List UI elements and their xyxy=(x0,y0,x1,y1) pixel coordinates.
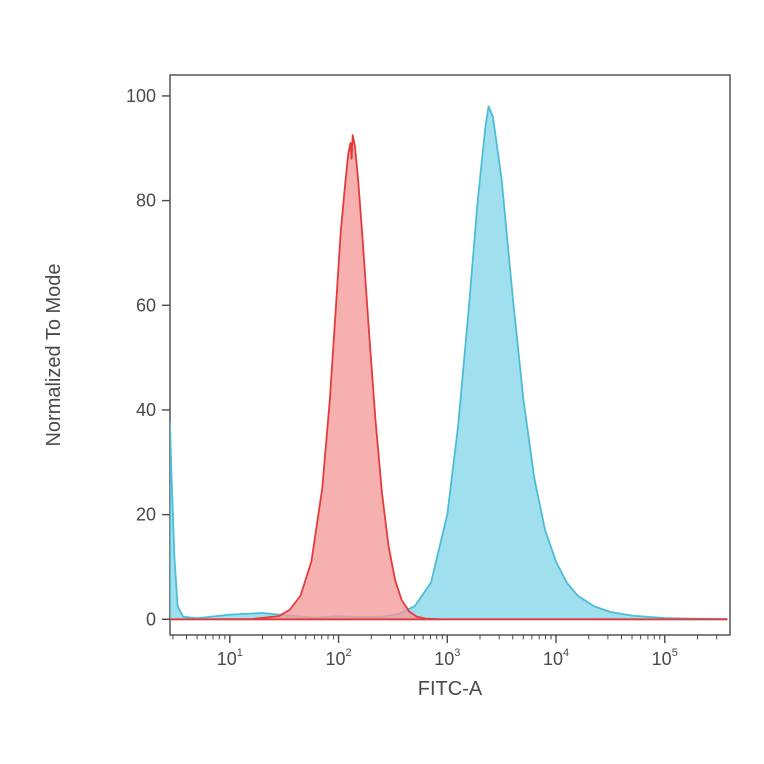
y-tick-label: 0 xyxy=(146,609,156,629)
flow-cytometry-histogram: 0 20 40 60 80 100 Normalized To Mode 101 102 103 1… xyxy=(0,0,764,764)
y-tick-label: 100 xyxy=(126,86,156,106)
x-tick-label: 102 xyxy=(325,647,351,669)
x-tick-label: 105 xyxy=(652,647,678,669)
y-tick-label: 60 xyxy=(136,295,156,315)
y-tick-label: 80 xyxy=(136,191,156,211)
x-tick-label: 103 xyxy=(434,647,460,669)
y-axis-label: Normalized To Mode xyxy=(43,263,65,446)
x-tick-label: 101 xyxy=(217,647,243,669)
y-tick-label: 40 xyxy=(136,400,156,420)
x-tick-label: 104 xyxy=(543,647,569,669)
x-axis-label: FITC-A xyxy=(418,678,483,700)
y-tick-label: 20 xyxy=(136,505,156,525)
series-group xyxy=(170,106,727,619)
series-blue_peak xyxy=(170,106,727,619)
